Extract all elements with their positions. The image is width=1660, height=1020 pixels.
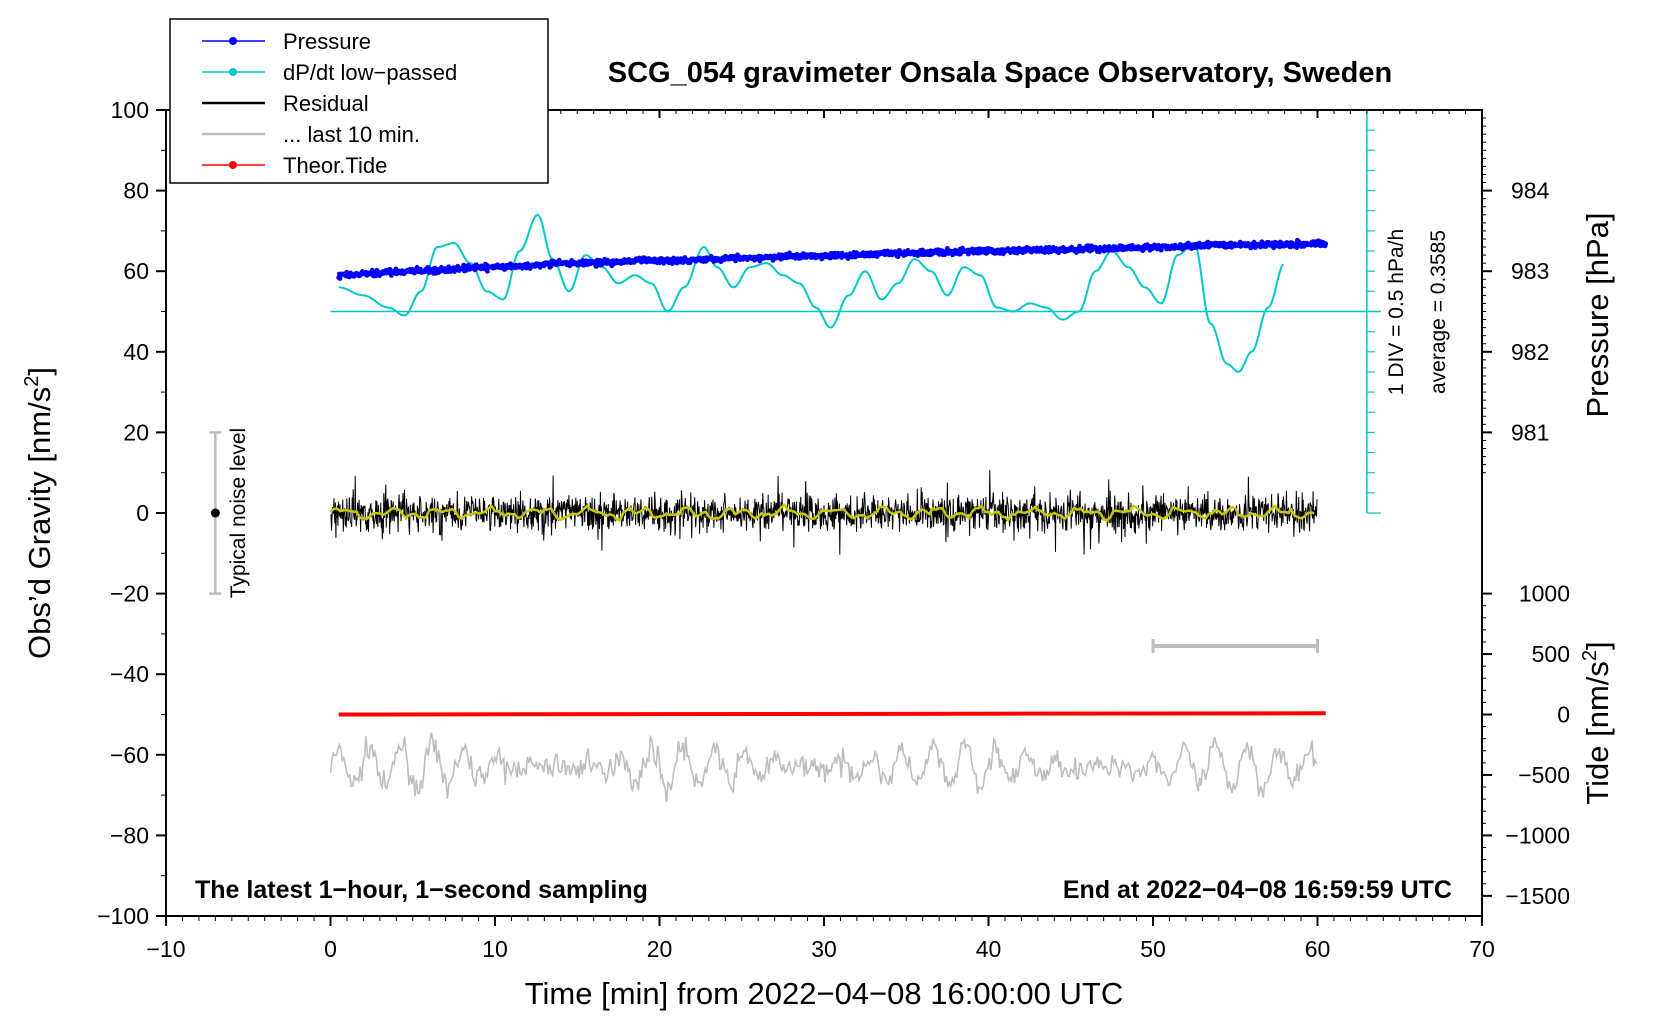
- tide-tick-label: −500: [1518, 762, 1570, 788]
- series-layer: [209, 109, 1381, 802]
- left-tick-label: −100: [97, 903, 149, 929]
- left-tick-label: 0: [136, 500, 149, 526]
- x-tick-label: 20: [647, 936, 673, 962]
- pressure-tick-label: 981: [1511, 419, 1549, 445]
- footer-right-caption: End at 2022−04−08 16:59:59 UTC: [1063, 876, 1452, 904]
- x-tick-label: 60: [1305, 936, 1331, 962]
- left-tick-label: −80: [110, 822, 149, 848]
- x-tick-label: 50: [1140, 936, 1166, 962]
- legend-label: Theor.Tide: [283, 153, 387, 178]
- left-tick-label: 20: [123, 419, 149, 445]
- pressure-point: [337, 276, 343, 281]
- tide-tick-label: 1000: [1519, 581, 1570, 607]
- left-tick-label: −40: [110, 661, 149, 687]
- legend-box: [169, 18, 549, 184]
- footer-left-caption: The latest 1−hour, 1−second sampling: [195, 876, 648, 904]
- tide-tick-label: 0: [1557, 702, 1570, 728]
- residual-average-line: [329, 503, 1315, 523]
- legend-marker: [229, 161, 237, 169]
- pressure-point: [895, 254, 901, 260]
- pressure-tick-label: 983: [1511, 258, 1549, 284]
- x-tick-label: 40: [976, 936, 1002, 962]
- dpdt-average-label: average = 0.3585: [1427, 230, 1450, 394]
- dpdt-div-label: 1 DIV = 0.5 hPa/h: [1385, 229, 1408, 395]
- pressure-tick-label: 982: [1511, 339, 1549, 365]
- axis-layer: −10 0 10 20 30 40 50 60 70−100−80−60−40−20020406…: [97, 97, 1570, 962]
- dpdt-line: [338, 213, 1284, 373]
- noise-level-label: Typical noise level: [227, 428, 250, 598]
- x-tick-label: 10: [482, 936, 508, 962]
- legend-marker: [229, 68, 237, 76]
- theor-tide-line: [338, 711, 1326, 717]
- pressure-axis-label: Pressure [hPa]: [1580, 212, 1615, 417]
- left-tick-label: 60: [123, 258, 149, 284]
- chart-title: SCG_054 gravimeter Onsala Space Observat…: [608, 57, 1392, 89]
- tide-tick-label: −1500: [1505, 883, 1570, 909]
- legend-label: Residual: [283, 91, 369, 116]
- noise-bar-center: [210, 508, 220, 518]
- legend-marker: [229, 37, 237, 45]
- legend: Pressure dP/dt low−passed Residual ... last…: [169, 18, 549, 184]
- x-tick-label: 30: [811, 936, 837, 962]
- left-tick-label: 100: [111, 97, 149, 123]
- tide-axis-label: Tide [nm/s2]: [1579, 641, 1615, 804]
- left-tick-label: 40: [123, 339, 149, 365]
- x-axis-label: Time [min] from 2022−04−08 16:00:00 UTC: [525, 976, 1124, 1011]
- pressure-tick-label: 984: [1511, 178, 1550, 204]
- tide-tick-label: 500: [1532, 641, 1570, 667]
- x-tick-label: 70: [1469, 936, 1495, 962]
- legend-label: Pressure: [283, 29, 371, 54]
- residual-line: [330, 470, 1318, 555]
- x-tick-label: −10: [146, 936, 185, 962]
- tide-tick-label: −1000: [1505, 822, 1570, 848]
- pressure-point: [485, 268, 490, 274]
- last-10-min-line: [329, 732, 1318, 802]
- pressure-point: [1323, 241, 1329, 247]
- left-tick-label: −60: [110, 742, 149, 768]
- left-tick-label: 80: [123, 178, 149, 204]
- left-axis-label: Obs’d Gravity [nm/s2]: [21, 367, 57, 659]
- legend-label: ... last 10 min.: [283, 122, 420, 147]
- legend-label: dP/dt low−passed: [283, 60, 457, 85]
- x-tick-label: 0: [324, 936, 337, 962]
- left-tick-label: −20: [110, 581, 149, 607]
- pressure-series: [336, 237, 1329, 281]
